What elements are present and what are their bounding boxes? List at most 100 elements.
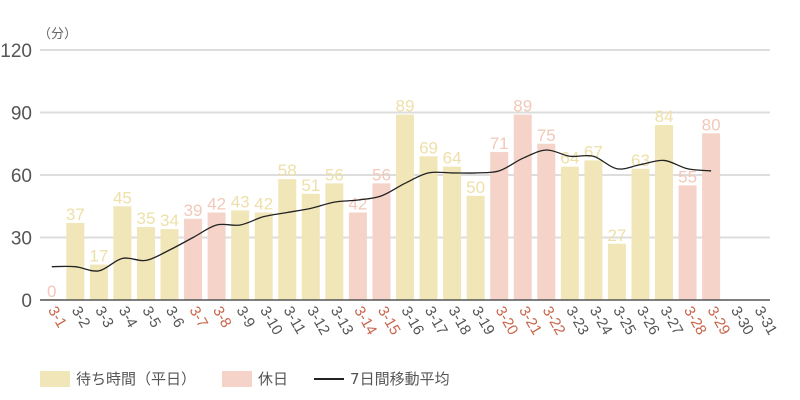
bar: [372, 183, 391, 300]
bar: [278, 179, 297, 300]
legend-item-holiday: 休日: [222, 368, 288, 389]
x-tick-label: 3-31: [751, 304, 781, 339]
bar: [419, 156, 438, 300]
bar: [325, 183, 344, 300]
x-tick-label: 3-3: [91, 304, 117, 331]
bar: [184, 218, 203, 300]
bar-value-label: 67: [584, 142, 603, 161]
x-tick-label: 3-19: [468, 304, 498, 339]
bar-value-label: 42: [207, 195, 226, 214]
x-tick-label: 3-27: [657, 304, 687, 339]
bar-value-label: 43: [231, 192, 250, 211]
y-tick-label: 120: [0, 41, 32, 62]
bar: [136, 227, 155, 300]
bar: [490, 152, 509, 300]
x-tick-label: 3-9: [233, 304, 259, 331]
bar-value-label: 42: [254, 195, 273, 214]
bar: [537, 143, 556, 300]
x-tick-label: 3-28: [680, 304, 710, 339]
bar-value-label: 56: [325, 165, 344, 184]
holiday-swatch-icon: [222, 370, 253, 387]
x-tick-label: 3-14: [350, 304, 380, 339]
legend-label-weekday: 待ち時間（平日）: [76, 370, 197, 388]
bar: [348, 212, 367, 300]
x-tick-label: 3-20: [492, 304, 522, 339]
x-tick-label: 3-2: [68, 304, 94, 331]
bar: [443, 166, 462, 300]
x-tick-label: 3-15: [374, 304, 404, 339]
bar: [466, 195, 485, 300]
bar-value-label: 75: [537, 126, 556, 145]
bar-value-label: 89: [396, 97, 415, 116]
bar-value-label: 37: [66, 205, 85, 224]
moving-average-line: [51, 149, 712, 272]
bar: [207, 212, 226, 300]
bar: [631, 168, 650, 300]
bar-value-label: 42: [348, 195, 367, 214]
bar-value-label: 0: [47, 282, 56, 301]
bar: [396, 114, 414, 300]
bar: [655, 125, 674, 300]
bar-value-label: 64: [560, 149, 579, 168]
bar-value-label: 39: [184, 201, 203, 220]
bar-value-label: 71: [490, 134, 509, 153]
bar-value-label: 35: [137, 209, 156, 228]
bar-value-label: 84: [655, 107, 674, 126]
bar: [66, 222, 85, 300]
legend-label-moving-average: 7日間移動平均: [350, 370, 450, 388]
x-tick-label: 3-1: [44, 304, 70, 331]
x-tick-label: 3-24: [586, 304, 616, 339]
x-tick-label: 3-6: [162, 304, 188, 331]
bar-value-label: 34: [160, 211, 179, 230]
x-tick-label: 3-4: [115, 304, 141, 331]
bar: [584, 160, 603, 300]
bar-value-label: 69: [419, 138, 438, 157]
x-tick-label: 3-17: [421, 304, 451, 339]
y-tick-label: 30: [11, 229, 32, 250]
x-tick-label: 3-18: [445, 304, 475, 339]
bar-value-label: 89: [513, 97, 532, 116]
bar: [160, 229, 179, 300]
legend-label-holiday: 休日: [258, 370, 289, 388]
bar: [254, 212, 273, 300]
legend-item-weekday: 待ち時間（平日）: [40, 368, 196, 389]
bar-value-label: 55: [678, 167, 697, 186]
x-tick-label: 3-25: [609, 304, 639, 339]
x-tick-label: 3-5: [139, 304, 165, 331]
x-tick-label: 3-13: [327, 304, 357, 339]
bar-value-label: 56: [372, 165, 391, 184]
y-unit-label: （分）: [38, 27, 77, 42]
bar: [678, 185, 697, 300]
x-tick-label: 3-26: [633, 304, 663, 339]
x-tick-label: 3-8: [209, 304, 235, 331]
bar-value-label: 63: [631, 151, 650, 170]
x-tick-label: 3-23: [562, 304, 592, 339]
bar: [89, 264, 108, 300]
bar-value-label: 58: [278, 161, 297, 180]
x-tick-label: 3-21: [515, 304, 545, 339]
x-tick-label: 3-30: [727, 304, 757, 339]
bar-value-label: 80: [702, 115, 721, 134]
bar: [607, 243, 626, 300]
y-tick-label: 0: [21, 291, 32, 312]
line-swatch-icon: [314, 377, 345, 380]
chart-legend: 待ち時間（平日） 休日 7日間移動平均: [40, 368, 476, 389]
legend-item-moving-average: 7日間移動平均: [314, 368, 450, 389]
x-tick-label: 3-11: [280, 304, 309, 338]
x-tick-label: 3-29: [704, 304, 734, 339]
bar-value-label: 27: [607, 226, 626, 245]
x-tick-label: 3-10: [256, 304, 286, 339]
bar: [702, 133, 721, 300]
bar: [560, 166, 579, 300]
bar-value-label: 17: [89, 247, 108, 266]
x-tick-label: 3-16: [398, 304, 428, 339]
x-tick-label: 3-22: [539, 304, 569, 339]
x-tick-label: 3-7: [186, 304, 212, 331]
bar-value-label: 64: [443, 149, 462, 168]
bar: [513, 114, 532, 300]
bar: [301, 193, 320, 300]
weekday-swatch-icon: [40, 370, 70, 387]
bar-value-label: 50: [466, 178, 485, 197]
